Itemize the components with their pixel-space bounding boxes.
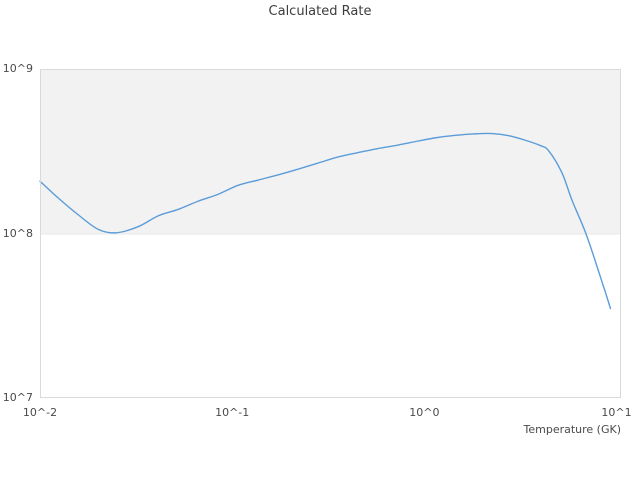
- x-tick-label: 10^1: [601, 406, 632, 419]
- decade-band: [40, 69, 621, 234]
- x-tick-label: 10^-1: [215, 406, 250, 419]
- rate-curve: [39, 132, 612, 310]
- chart-title: Calculated Rate: [268, 4, 372, 19]
- x-axis-title: Temperature (GK): [523, 423, 622, 436]
- y-tick-label: 10^7: [2, 391, 33, 404]
- x-tick-label: 10^-2: [22, 406, 58, 419]
- y-tick-label: 10^8: [2, 226, 33, 240]
- y-tick-label: 10^9: [2, 62, 33, 75]
- x-tick-label: 10^0: [409, 406, 440, 419]
- plot-border: [40, 69, 621, 398]
